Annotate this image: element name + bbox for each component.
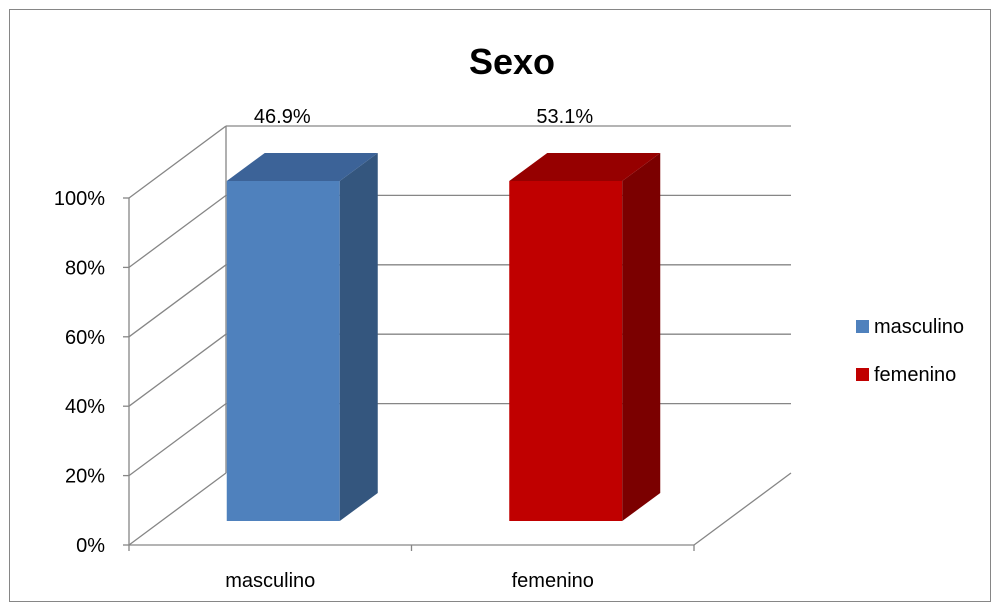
chart-frame — [9, 9, 991, 602]
bar-front — [226, 181, 340, 521]
plot-area: 0% 20% 40% 60% 80% 100% masculino femenino 46.9%… — [54, 106, 792, 592]
legend: masculino femenino — [856, 316, 964, 386]
legend-swatch — [856, 368, 869, 381]
legend-label: femenino — [874, 364, 956, 386]
y-tick-label: 20% — [65, 466, 105, 488]
chart-title: Sexo — [469, 41, 555, 82]
bar-side — [622, 153, 661, 521]
side-wall-gridline — [128, 264, 227, 338]
data-label: 53.1% — [536, 106, 593, 128]
side-wall-gridline — [128, 333, 227, 407]
side-wall-gridline — [128, 403, 227, 477]
y-tick-label: 40% — [65, 396, 105, 418]
floor-edge — [693, 472, 792, 546]
bar-side — [339, 153, 378, 521]
y-tick-label: 100% — [54, 188, 105, 210]
y-tick-label: 60% — [65, 327, 105, 349]
legend-label: masculino — [874, 316, 964, 338]
side-wall-gridline — [128, 472, 227, 546]
data-label: 46.9% — [254, 106, 311, 128]
bar-front — [509, 181, 623, 521]
side-wall-gridline — [128, 125, 227, 199]
y-tick-label: 0% — [76, 535, 105, 557]
x-tick-label: femenino — [512, 570, 594, 592]
side-wall-gridline — [128, 194, 227, 268]
bar-top — [226, 153, 378, 181]
bar-top — [509, 153, 661, 181]
x-tick-label: masculino — [225, 570, 315, 592]
y-tick-label: 80% — [65, 257, 105, 279]
legend-swatch — [856, 320, 869, 333]
